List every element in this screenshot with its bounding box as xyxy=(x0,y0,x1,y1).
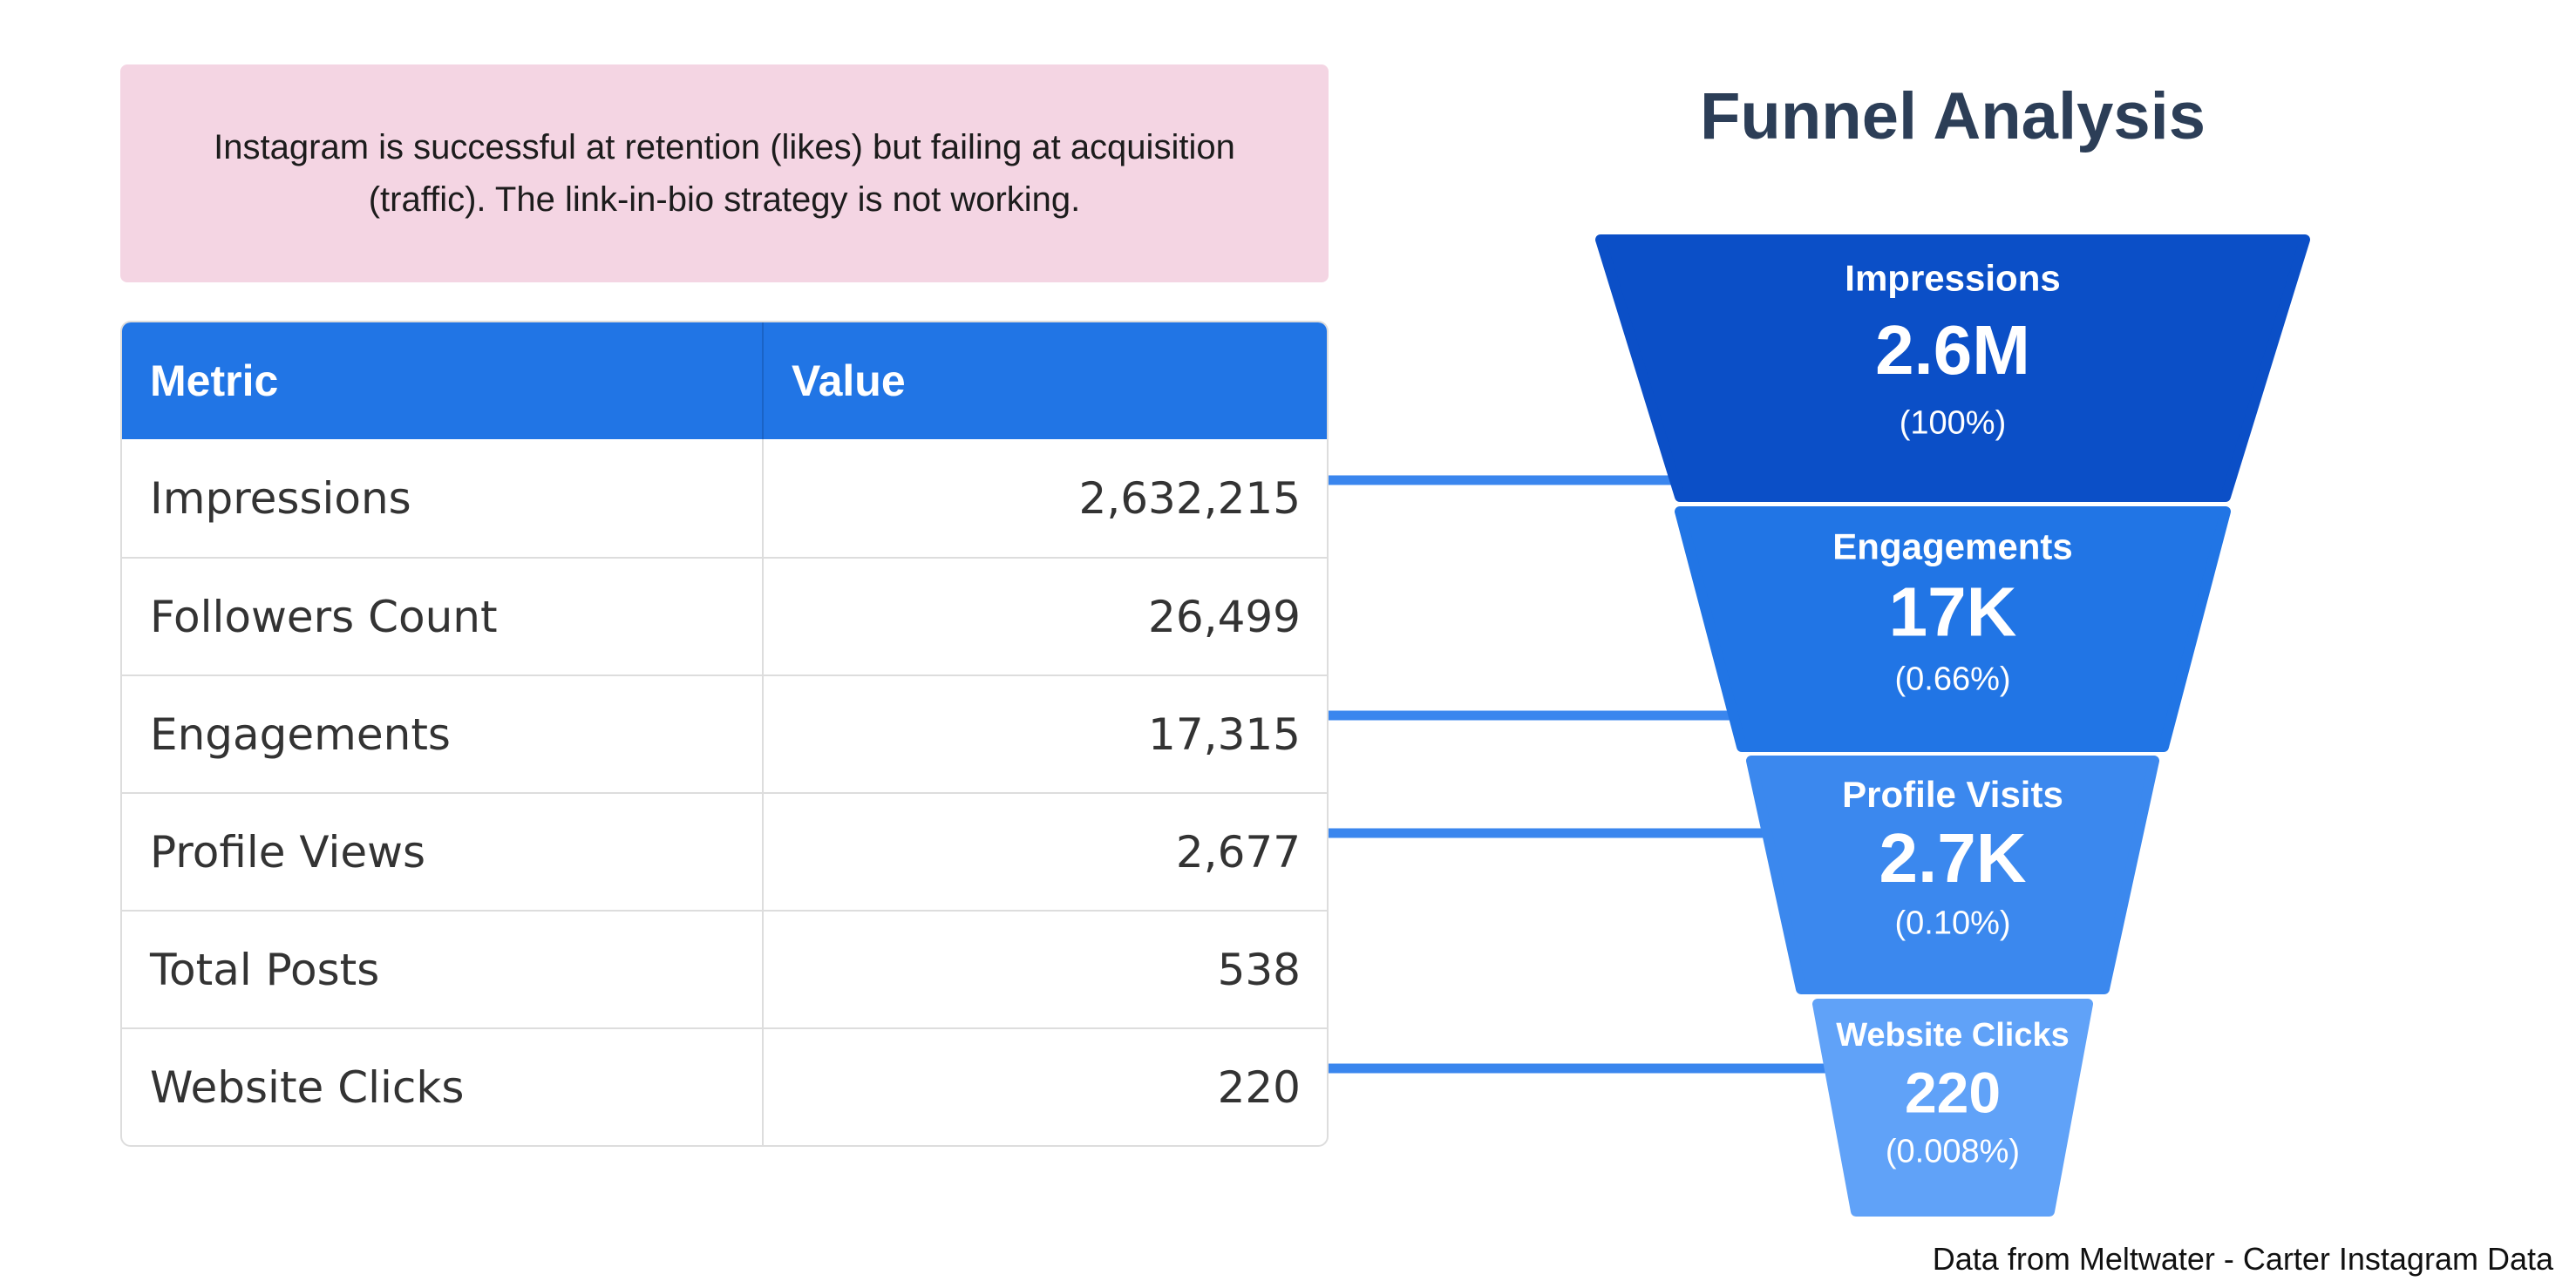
stage-value: 2.6M xyxy=(1875,311,2030,389)
metric-cell: Profile Views xyxy=(122,794,764,910)
funnel-stage xyxy=(1812,999,2093,1217)
stage-percent: (100%) xyxy=(1900,404,2007,441)
funnel-stage xyxy=(1746,756,2159,994)
value-cell: 2,632,215 xyxy=(1078,472,1301,524)
table-row: Profile Views 2,677 xyxy=(122,792,1327,910)
value-cell: 220 xyxy=(1217,1061,1301,1113)
stage-value: 220 xyxy=(1905,1061,2001,1125)
table-row: Website Clicks 220 xyxy=(122,1027,1327,1145)
stage-percent: (0.66%) xyxy=(1894,661,2010,697)
stage-label: Profile Visits xyxy=(1842,774,2063,815)
insight-callout: Instagram is successful at retention (li… xyxy=(120,64,1329,282)
column-header-metric: Metric xyxy=(122,322,764,439)
metric-cell: Followers Count xyxy=(122,559,764,675)
stage-value: 2.7K xyxy=(1879,819,2027,897)
table-row: Engagements 17,315 xyxy=(122,675,1327,792)
insight-text: Instagram is successful at retention (li… xyxy=(214,128,1235,219)
stage-label: Impressions xyxy=(1845,257,2060,298)
value-cell: 2,677 xyxy=(1175,826,1301,878)
column-header-value: Value xyxy=(792,356,906,405)
source-note: Data from Meltwater - Carter Instagram D… xyxy=(1932,1241,2553,1277)
table-row: Followers Count 26,499 xyxy=(122,557,1327,675)
value-cell: 17,315 xyxy=(1148,708,1301,760)
table-row: Total Posts 538 xyxy=(122,910,1327,1027)
stage-value: 17K xyxy=(1889,573,2017,651)
stage-percent: (0.008%) xyxy=(1886,1133,2020,1169)
metric-cell: Impressions xyxy=(122,439,764,557)
metrics-table: Metric Value Impressions 2,632,215 Follo… xyxy=(120,321,1329,1147)
stage-percent: (0.10%) xyxy=(1894,905,2010,942)
chart-title: Funnel Analysis xyxy=(1700,79,2206,153)
table-body: Impressions 2,632,215 Followers Count 26… xyxy=(122,439,1327,1145)
funnel-stage xyxy=(1675,506,2231,752)
funnel-stage xyxy=(1595,234,2310,502)
metric-cell: Website Clicks xyxy=(122,1029,764,1145)
stage-label: Engagements xyxy=(1832,525,2072,566)
value-cell: 26,499 xyxy=(1148,591,1301,642)
metric-cell: Total Posts xyxy=(122,912,764,1027)
table-row: Impressions 2,632,215 xyxy=(122,439,1327,557)
metric-cell: Engagements xyxy=(122,676,764,792)
value-cell: 538 xyxy=(1217,944,1301,995)
stage-label: Website Clicks xyxy=(1836,1017,2070,1054)
table-header: Metric Value xyxy=(122,322,1327,439)
